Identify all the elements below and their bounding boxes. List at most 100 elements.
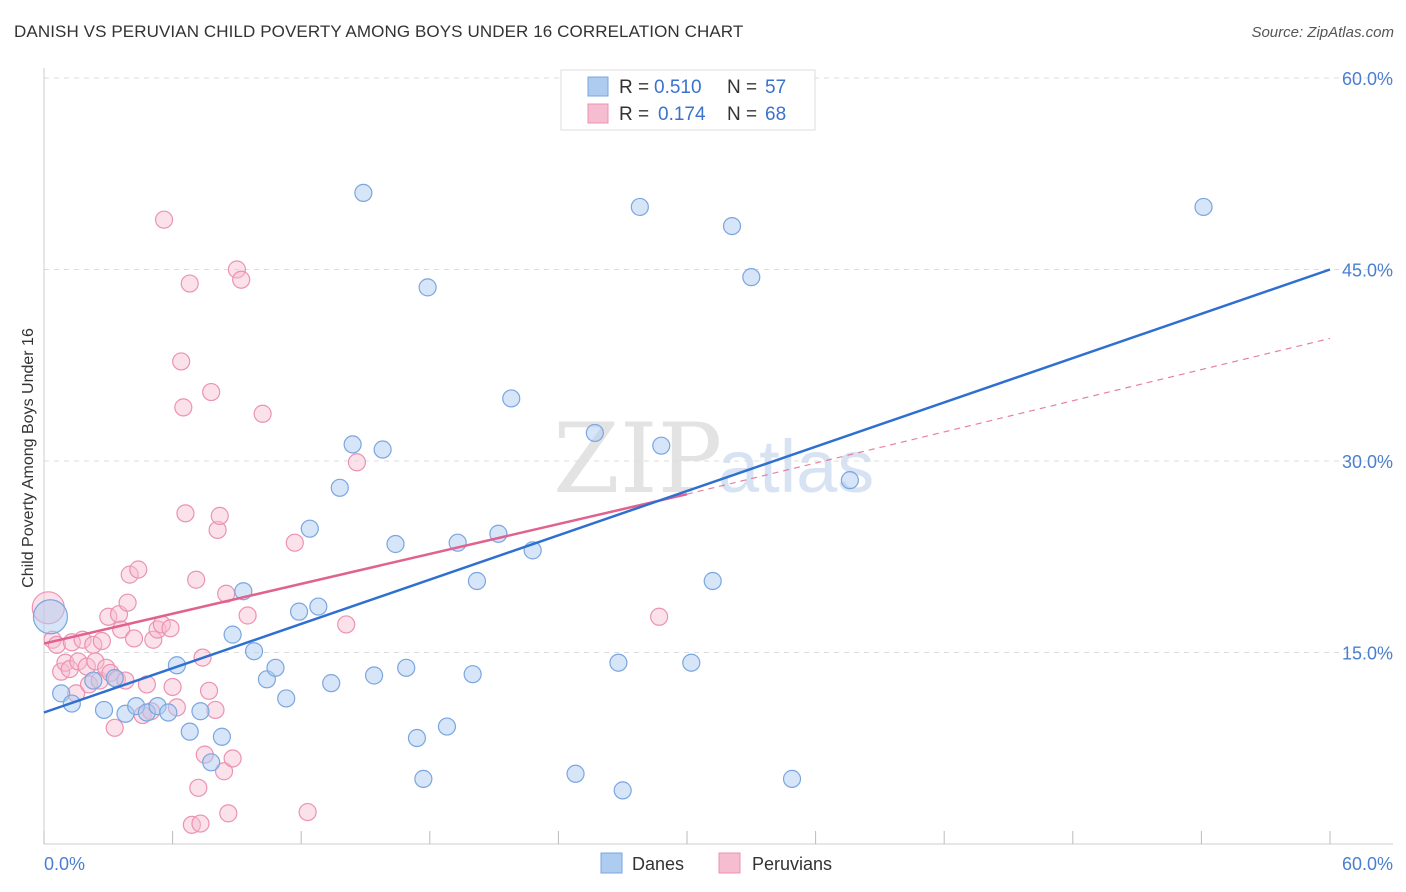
- danes-point: [585, 423, 604, 443]
- peruvians-point: [120, 565, 139, 584]
- peruvians-point: [180, 274, 199, 293]
- peruvians-point: [176, 504, 195, 523]
- peruvians-point: [210, 506, 229, 525]
- danes-point: [105, 668, 124, 688]
- danes-point: [84, 671, 103, 690]
- peruvians-point: [253, 404, 272, 423]
- source-credit: Source: ZipAtlas.com: [1251, 24, 1394, 41]
- legend-r-label-danes: R =: [619, 77, 649, 98]
- chart-title: DANISH VS PERUVIAN CHILD POVERTY AMONG B…: [14, 22, 744, 41]
- danes-trend-line: [43, 268, 1331, 714]
- peruvians-point: [154, 210, 174, 229]
- peruvians-point: [174, 398, 193, 417]
- danes-point: [1194, 197, 1213, 217]
- danes-point: [191, 702, 210, 721]
- danes-point: [397, 658, 416, 677]
- danes-point: [437, 717, 457, 736]
- danes-point: [343, 435, 362, 454]
- watermark-atlas: atlas: [718, 425, 874, 508]
- peruvians-point: [298, 802, 317, 822]
- legend-n-value-peruvians: 68: [765, 104, 786, 125]
- y-axis-title: Child Poverty Among Boys Under 16: [20, 328, 37, 588]
- x-tick-label-min: 0.0%: [44, 854, 85, 874]
- legend-swatch-danes: [587, 76, 609, 97]
- peruvians-point: [86, 652, 105, 671]
- danes-point: [386, 534, 405, 554]
- peruvians-point: [187, 570, 206, 589]
- danes-point: [722, 216, 742, 236]
- danes-point: [277, 689, 296, 708]
- danes-point: [32, 599, 69, 635]
- x-tick-label-max: 60.0%: [1342, 854, 1393, 874]
- legend-swatch-peruvians: [587, 103, 609, 124]
- peruvians-point: [163, 677, 182, 697]
- danes-point: [652, 436, 671, 455]
- x-axis: [43, 68, 1393, 845]
- peruvians-point: [238, 606, 257, 625]
- peruvians-point: [189, 778, 208, 797]
- danes-point: [159, 703, 178, 722]
- y-tick-label: 15.0%: [1342, 644, 1393, 664]
- peruvians-points: [31, 210, 669, 834]
- peruvians-point: [227, 260, 246, 279]
- peruvians-point: [285, 533, 304, 552]
- y-tick-label: 45.0%: [1342, 261, 1393, 281]
- peruvians-point: [199, 681, 219, 700]
- peruvians-point: [191, 814, 210, 833]
- correlation-legend: R = 0.510 N = 57 R = 0.174 N = 68: [560, 69, 816, 131]
- peruvians-point: [214, 762, 234, 781]
- peruvians-point: [347, 453, 367, 472]
- danes-point: [212, 727, 231, 746]
- peruvians-point: [219, 804, 238, 823]
- danes-point: [613, 781, 632, 800]
- danes-point: [322, 674, 341, 693]
- danes-point: [180, 722, 199, 741]
- danes-point: [467, 571, 487, 591]
- peruvians-point: [337, 615, 356, 634]
- series-legend: Danes Peruvians: [600, 852, 832, 874]
- peruvians-point: [208, 520, 227, 540]
- danes-point: [373, 440, 392, 459]
- peruvians-point: [172, 352, 191, 371]
- danes-point: [289, 602, 309, 621]
- peruvians-point: [232, 270, 251, 289]
- danes-point: [244, 642, 264, 661]
- peruvians-trend-line: [43, 492, 688, 645]
- danes-point: [223, 625, 242, 644]
- peruvians-point: [105, 718, 124, 737]
- peruvians-trend-extension: [686, 337, 1331, 495]
- peruvians-point: [206, 700, 225, 720]
- danes-point: [418, 278, 437, 297]
- peruvians-point: [161, 619, 180, 638]
- peruvians-point: [118, 593, 137, 612]
- legend-n-label-peruvians: N =: [727, 104, 757, 125]
- danes-point: [502, 389, 521, 408]
- danes-point: [202, 753, 221, 772]
- legend-r-value-peruvians: 0.174: [658, 104, 706, 125]
- danes-point: [742, 268, 761, 287]
- danes-point: [682, 653, 701, 672]
- danes-point: [782, 769, 802, 788]
- danes-point: [609, 653, 628, 672]
- peruvians-point: [650, 607, 669, 626]
- danes-point: [309, 597, 328, 616]
- gridlines: [44, 77, 1393, 653]
- danes-points: [32, 183, 1213, 800]
- danes-point: [840, 471, 859, 490]
- danes-point: [414, 769, 433, 788]
- danes-point: [703, 571, 722, 591]
- y-tick-label: 60.0%: [1342, 69, 1393, 89]
- danes-point: [167, 656, 186, 675]
- trend-lines: [43, 268, 1331, 714]
- danes-point: [266, 658, 285, 677]
- danes-point: [94, 700, 114, 720]
- legend-n-label-danes: N =: [727, 77, 757, 98]
- peruvians-point: [223, 749, 242, 768]
- peruvians-point: [129, 560, 148, 579]
- danes-point: [354, 183, 373, 202]
- bottom-legend-swatch-peruvians: [718, 852, 741, 874]
- y-axis-tick-labels: 15.0% 30.0% 45.0% 60.0%: [1342, 69, 1393, 664]
- danes-point: [566, 764, 585, 783]
- watermark-zip: ZIP: [553, 403, 722, 515]
